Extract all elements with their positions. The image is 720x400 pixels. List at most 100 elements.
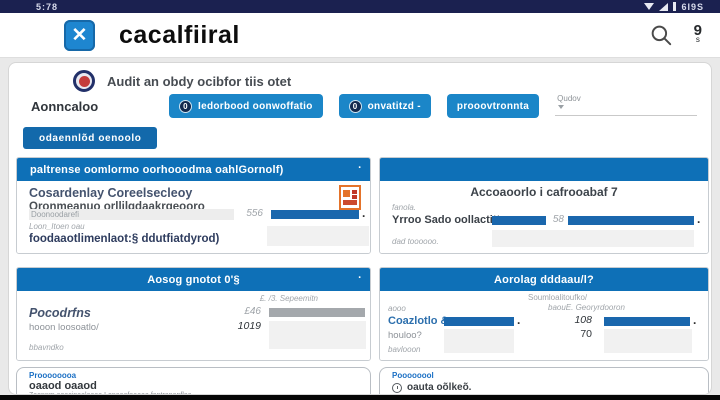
progress-bar [444,317,514,326]
column-header: £. /3. Sepeemitn [259,294,318,303]
clock-icon [392,382,402,393]
bar-end-dot: . [362,206,366,220]
card-stats-right-header: Aorolag dddaau/l? [380,268,708,291]
chevron-down-icon [558,105,565,109]
card-documents-header: paltrense oomlormo oorhooodma oahlGornol… [17,158,370,181]
notice-row: Audit an obdy ocibfor tiis otet [73,69,711,93]
progress-value: 556 [246,208,263,219]
collection-meta-2: dad toooooo. [392,237,439,246]
bar-end-dot: . [693,313,697,327]
stat-row-value: 70 [580,328,592,340]
placeholder-block [267,226,369,246]
globe-inner [78,75,90,87]
footer-row: Proooooooa oaaod oaaod Zaonnm aoacinaala… [16,367,711,394]
card-collection-header [380,158,708,181]
footer-subtitle: Zaonnm aoacinaalaaaa Lonaaafaaaaa fontra… [29,392,358,394]
card-stats-left-header: Aosog gnotot 0'§ · [17,268,370,291]
toolbar-button-1-label: Iedorbood oonwoffatio [198,100,313,112]
header-actions: 9 s [648,22,702,48]
stat-row-value: £46 [244,306,261,317]
logo-x-icon: ✕ [71,24,88,46]
toolbar: Aonncaloo 0 Iedorbood oonwoffatio 0 onva… [31,93,697,119]
column-header-1: Soumloalitoufko/ [528,293,588,302]
notice-text: Audit an obdy ocibfor tiis otet [107,73,292,89]
badge-icon: 0 [179,99,192,113]
card-grid: paltrense oomlormo oorhooodma oahlGornol… [16,157,711,361]
status-bar: 5:78 6I9S [0,0,720,13]
card-stats-right: Aorolag dddaau/l? Soumloalitoufko/ baouE… [379,267,709,361]
toolbar-button-3[interactable]: prooovtronnta [446,94,540,118]
document-meta-1: Doonoodarefi [29,209,234,220]
app-logo[interactable]: ✕ [64,19,95,51]
card-collection: Accoaoorlo i cafrooabaf 7 fanola. Yrroo … [379,157,709,254]
search-icon[interactable] [648,22,674,48]
filter-field[interactable]: Qudov [555,93,697,119]
toolbar-button-2[interactable]: 0 onvatitzd - [338,94,431,118]
app-title: cacalfiiral [119,20,240,49]
card-collection-body: Accoaoorlo i cafrooabaf 7 fanola. Yrroo … [380,181,708,253]
meta-left: aooo [388,304,406,313]
footer-card-pending[interactable]: Poooooool oauta oõlkeõ. [379,367,709,394]
toolbar-button-3-label: prooovtronnta [456,100,530,112]
placeholder-block [492,230,694,247]
footer-tag: Poooooool [392,371,434,380]
progress-bar [271,210,359,219]
secondary-button[interactable]: odaennlõd oenoolo [23,127,158,149]
card-stats-right-body: Soumloalitoufko/ baouE. Georyrdooron aoo… [380,291,708,360]
signal-icon [659,2,669,11]
placeholder-block [269,321,366,349]
card-menu-icon[interactable]: · [358,272,362,284]
card-stats-left-body: £. /3. Sepeemitn Pocodrfns £46 hooon loo… [17,291,370,360]
footer-rowline: oauta oõlkeõ. [392,382,696,393]
column-header-2: baouE. Georyrdooron [548,303,625,312]
stat-meta: bavlooon [388,345,421,354]
footer-title: oaaod oaaod [29,380,97,392]
battery-icon [673,2,677,11]
collection-meta-1: fanola. [392,203,417,212]
footer-label: oauta oõlkeõ. [407,382,472,393]
stat-meta: bbavndko [29,343,64,352]
stat-row-label: Pocodrfns [29,306,91,320]
app-header: ✕ cacalfiiral 9 s [0,13,720,58]
card-documents: paltrense oomlormo oorhooodma oahlGornol… [16,157,371,254]
wifi-icon [644,3,655,10]
toolbar-button-1[interactable]: 0 Iedorbood oonwoffatio [169,94,323,118]
status-icons: 6I9S [644,2,704,12]
card-stats-left: Aosog gnotot 0'§ · £. /3. Sepeemitn Poco… [16,267,371,361]
overflow-menu-icon[interactable]: 9 s [693,22,702,44]
toolbar-button-2-label: onvatitzd - [367,100,421,112]
status-time: 5:78 [36,1,59,12]
placeholder-block [444,329,514,353]
stat-row-value: 1019 [237,320,261,332]
stat-row-value: 108 [574,314,592,326]
gray-bar [269,308,365,317]
stat-row-label: Coazlotlo & [388,315,449,327]
stat-row-label: hooon loosoatlo/ [29,322,99,333]
progress-bar [604,317,690,326]
progress-bar [492,216,546,225]
badge-icon: 0 [348,99,362,113]
document-title-link[interactable]: Cosardenlay Coreelsecleoy [29,186,193,200]
document-action-link[interactable]: foodaaotlimenlaot:§ ddutfiatdyrod) [29,233,220,245]
card-documents-body: Cosardenlay Coreelsecleoy Oronmeanuo orl… [17,181,370,253]
document-file-icon[interactable] [339,185,361,210]
bottom-bar [0,395,720,400]
progress-bar [568,216,694,225]
progress-value: 58 [552,214,564,225]
filter-field-label: Qudov [557,94,581,103]
footer-card-process[interactable]: Proooooooa oaaod oaaod Zaonnm aoacinaala… [16,367,371,394]
content-panel: Audit an obdy ocibfor tiis otet Aonncalo… [8,62,712,395]
footer-tag: Proooooooa [29,371,77,380]
document-meta-2: Loon_Itoen oau [29,222,85,231]
card-menu-icon[interactable]: · [358,162,362,174]
collection-row-label: Yrroo Sado oollactitta [392,214,507,226]
stat-row-label: houloo? [388,330,422,341]
filter-field-underline [555,115,697,116]
section-label: Aonncaloo [31,98,99,114]
secondary-row: odaennlõd oenoolo [23,127,711,149]
status-right-text: 6I9S [681,1,704,12]
bar-end-dot: . [697,212,701,226]
globe-icon [73,70,95,92]
placeholder-block [604,329,692,353]
